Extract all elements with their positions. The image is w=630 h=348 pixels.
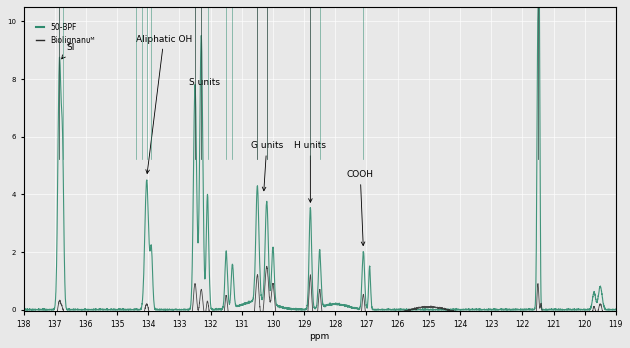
Text: SI: SI xyxy=(62,43,74,59)
Legend: 50-BPF, Biolignanᴜᴹ: 50-BPF, Biolignanᴜᴹ xyxy=(33,20,98,48)
Text: COOH: COOH xyxy=(346,170,374,246)
Text: G units: G units xyxy=(251,141,283,191)
X-axis label: ppm: ppm xyxy=(309,332,330,341)
Text: Aliphatic OH: Aliphatic OH xyxy=(135,34,192,173)
Text: H units: H units xyxy=(294,141,326,202)
Text: S units: S units xyxy=(189,78,220,87)
